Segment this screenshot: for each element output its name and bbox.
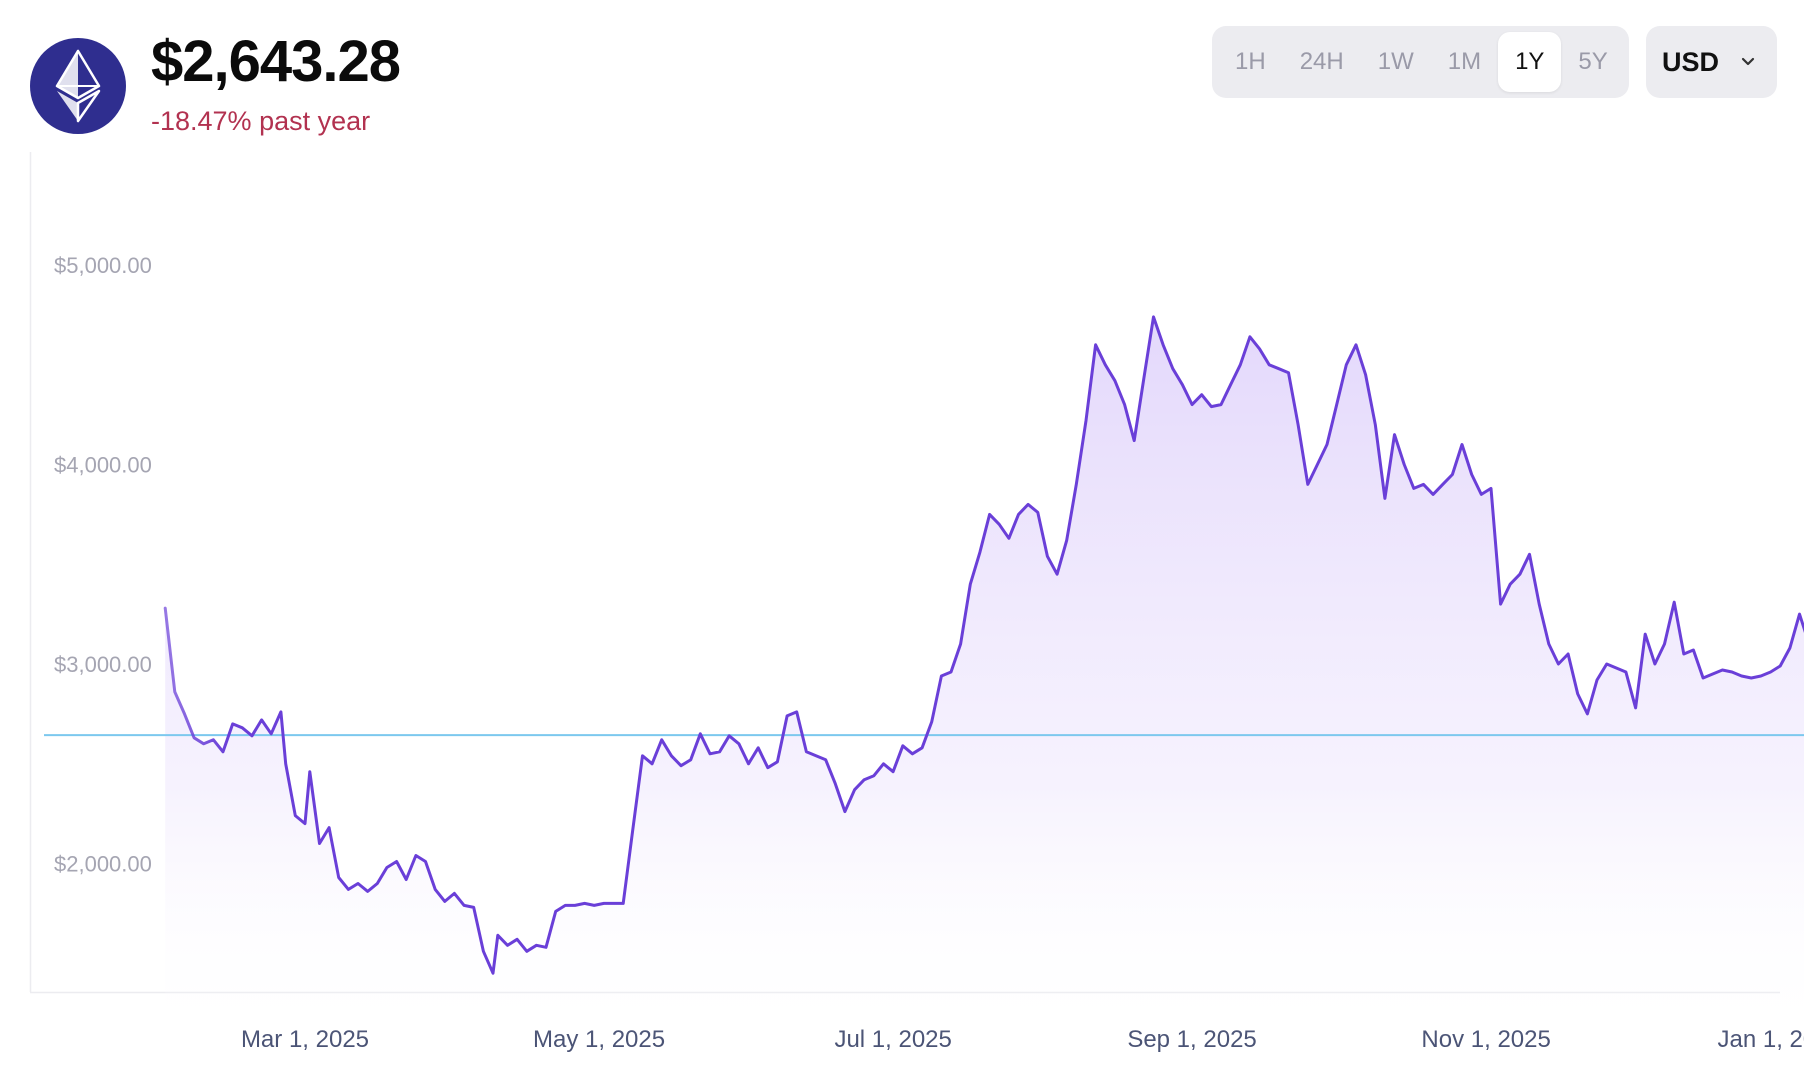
chevron-down-icon [1741,57,1755,66]
y-tick-label: $4,000.00 [54,453,152,478]
current-price: $2,643.28 [151,29,401,94]
currency-label: USD [1662,46,1720,77]
range-button-1y[interactable]: 1Y [1498,32,1562,92]
ethereum-icon [55,49,101,123]
range-button-5y[interactable]: 5Y [1578,48,1608,75]
time-range-selector: 1H 24H 1W 1M 1Y 5Y [1212,26,1629,98]
range-button-1m[interactable]: 1M [1447,48,1482,75]
y-tick-label: $2,000.00 [54,852,152,877]
price-change: -18.47% past year [151,106,371,136]
range-button-1h[interactable]: 1H [1235,48,1266,75]
y-tick-label: $3,000.00 [54,652,152,677]
ethereum-logo [30,38,126,134]
price-line [163,315,1804,975]
currency-select[interactable]: USD [1646,26,1777,98]
y-tick-label: $5,000.00 [54,253,152,278]
range-button-1w[interactable]: 1W [1377,48,1414,75]
price-area-fill [165,316,1804,1043]
range-button-24h[interactable]: 24H [1299,48,1344,75]
